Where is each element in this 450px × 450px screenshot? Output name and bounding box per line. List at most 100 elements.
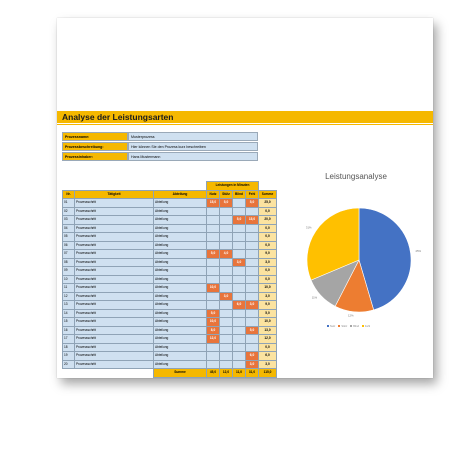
minutes-blind-cell[interactable] [232, 283, 246, 293]
minutes-stuetz-cell[interactable] [219, 308, 233, 318]
department-cell[interactable]: Abteilung [153, 266, 207, 276]
activity-cell[interactable]: Prozessschritt [74, 266, 154, 276]
activity-cell[interactable]: Prozessschritt [74, 308, 154, 318]
minutes-stuetz-cell[interactable]: 5,0 [219, 198, 233, 208]
minutes-blind-cell[interactable] [232, 232, 246, 242]
activity-cell[interactable]: Prozessschritt [74, 334, 154, 344]
minutes-blind-cell[interactable] [232, 342, 246, 352]
minutes-nutz-cell[interactable]: 5,0 [206, 249, 220, 259]
minutes-stuetz-cell[interactable]: 4,0 [219, 249, 233, 259]
minutes-stuetz-cell[interactable]: 3,0 [219, 291, 233, 301]
minutes-fehl-cell[interactable]: 3,0 [245, 359, 259, 369]
minutes-fehl-cell[interactable] [245, 232, 259, 242]
minutes-blind-cell[interactable] [232, 240, 246, 250]
minutes-blind-cell[interactable] [232, 334, 246, 344]
minutes-blind-cell[interactable] [232, 359, 246, 369]
minutes-fehl-cell[interactable] [245, 257, 259, 267]
activity-cell[interactable]: Prozessschritt [74, 317, 154, 327]
minutes-stuetz-cell[interactable] [219, 240, 233, 250]
minutes-stuetz-cell[interactable] [219, 359, 233, 369]
minutes-fehl-cell[interactable] [245, 283, 259, 293]
activity-cell[interactable]: Prozessschritt [74, 342, 154, 352]
minutes-nutz-cell[interactable] [206, 240, 220, 250]
activity-cell[interactable]: Prozessschritt [74, 240, 154, 250]
department-cell[interactable]: Abteilung [153, 359, 207, 369]
minutes-blind-cell[interactable] [232, 198, 246, 208]
minutes-stuetz-cell[interactable] [219, 232, 233, 242]
minutes-nutz-cell[interactable] [206, 257, 220, 267]
minutes-fehl-cell[interactable] [245, 291, 259, 301]
info-value[interactable]: Hier können Sie den Prozess kurz beschre… [128, 142, 258, 151]
department-cell[interactable]: Abteilung [153, 342, 207, 352]
minutes-nutz-cell[interactable] [206, 206, 220, 216]
minutes-blind-cell[interactable] [232, 249, 246, 259]
minutes-fehl-cell[interactable] [245, 334, 259, 344]
department-cell[interactable]: Abteilung [153, 351, 207, 361]
minutes-nutz-cell[interactable] [206, 291, 220, 301]
department-cell[interactable]: Abteilung [153, 232, 207, 242]
minutes-fehl-cell[interactable] [245, 342, 259, 352]
info-value[interactable]: Hans Mustermann [128, 152, 258, 161]
minutes-blind-cell[interactable]: 3,0 [232, 257, 246, 267]
minutes-fehl-cell[interactable] [245, 249, 259, 259]
minutes-blind-cell[interactable] [232, 274, 246, 284]
minutes-nutz-cell[interactable] [206, 342, 220, 352]
activity-cell[interactable]: Prozessschritt [74, 300, 154, 310]
minutes-blind-cell[interactable] [232, 291, 246, 301]
minutes-blind-cell[interactable] [232, 223, 246, 233]
minutes-fehl-cell[interactable]: 15,0 [245, 215, 259, 225]
activity-cell[interactable]: Prozessschritt [74, 198, 154, 208]
department-cell[interactable]: Abteilung [153, 300, 207, 310]
activity-cell[interactable]: Prozessschritt [74, 257, 154, 267]
minutes-nutz-cell[interactable] [206, 300, 220, 310]
minutes-blind-cell[interactable] [232, 325, 246, 335]
minutes-blind-cell[interactable] [232, 266, 246, 276]
minutes-nutz-cell[interactable]: 12,0 [206, 334, 220, 344]
minutes-blind-cell[interactable] [232, 308, 246, 318]
activity-cell[interactable]: Prozessschritt [74, 215, 154, 225]
minutes-nutz-cell[interactable]: 10,0 [206, 283, 220, 293]
info-value[interactable]: Musterprozess [128, 132, 258, 141]
activity-cell[interactable]: Prozessschritt [74, 351, 154, 361]
department-cell[interactable]: Abteilung [153, 206, 207, 216]
minutes-stuetz-cell[interactable] [219, 266, 233, 276]
minutes-fehl-cell[interactable]: 6,0 [245, 351, 259, 361]
activity-cell[interactable]: Prozessschritt [74, 223, 154, 233]
department-cell[interactable]: Abteilung [153, 334, 207, 344]
department-cell[interactable]: Abteilung [153, 215, 207, 225]
minutes-nutz-cell[interactable] [206, 215, 220, 225]
minutes-fehl-cell[interactable]: 5,0 [245, 325, 259, 335]
minutes-blind-cell[interactable] [232, 351, 246, 361]
minutes-fehl-cell[interactable]: 5,0 [245, 198, 259, 208]
minutes-stuetz-cell[interactable] [219, 317, 233, 327]
minutes-nutz-cell[interactable]: 10,0 [206, 317, 220, 327]
minutes-stuetz-cell[interactable] [219, 351, 233, 361]
minutes-stuetz-cell[interactable] [219, 215, 233, 225]
minutes-fehl-cell[interactable] [245, 308, 259, 318]
minutes-nutz-cell[interactable] [206, 359, 220, 369]
minutes-stuetz-cell[interactable] [219, 274, 233, 284]
minutes-fehl-cell[interactable] [245, 317, 259, 327]
minutes-fehl-cell[interactable] [245, 240, 259, 250]
minutes-fehl-cell[interactable] [245, 223, 259, 233]
department-cell[interactable]: Abteilung [153, 223, 207, 233]
activity-cell[interactable]: Prozessschritt [74, 325, 154, 335]
minutes-stuetz-cell[interactable] [219, 223, 233, 233]
minutes-fehl-cell[interactable] [245, 206, 259, 216]
minutes-nutz-cell[interactable] [206, 266, 220, 276]
minutes-nutz-cell[interactable] [206, 223, 220, 233]
department-cell[interactable]: Abteilung [153, 291, 207, 301]
minutes-stuetz-cell[interactable] [219, 300, 233, 310]
minutes-nutz-cell[interactable] [206, 274, 220, 284]
minutes-blind-cell[interactable] [232, 317, 246, 327]
department-cell[interactable]: Abteilung [153, 283, 207, 293]
minutes-stuetz-cell[interactable] [219, 342, 233, 352]
minutes-fehl-cell[interactable] [245, 266, 259, 276]
department-cell[interactable]: Abteilung [153, 308, 207, 318]
minutes-nutz-cell[interactable]: 5,0 [206, 308, 220, 318]
activity-cell[interactable]: Prozessschritt [74, 232, 154, 242]
minutes-nutz-cell[interactable] [206, 351, 220, 361]
activity-cell[interactable]: Prozessschritt [74, 291, 154, 301]
activity-cell[interactable]: Prozessschritt [74, 249, 154, 259]
minutes-fehl-cell[interactable] [245, 274, 259, 284]
